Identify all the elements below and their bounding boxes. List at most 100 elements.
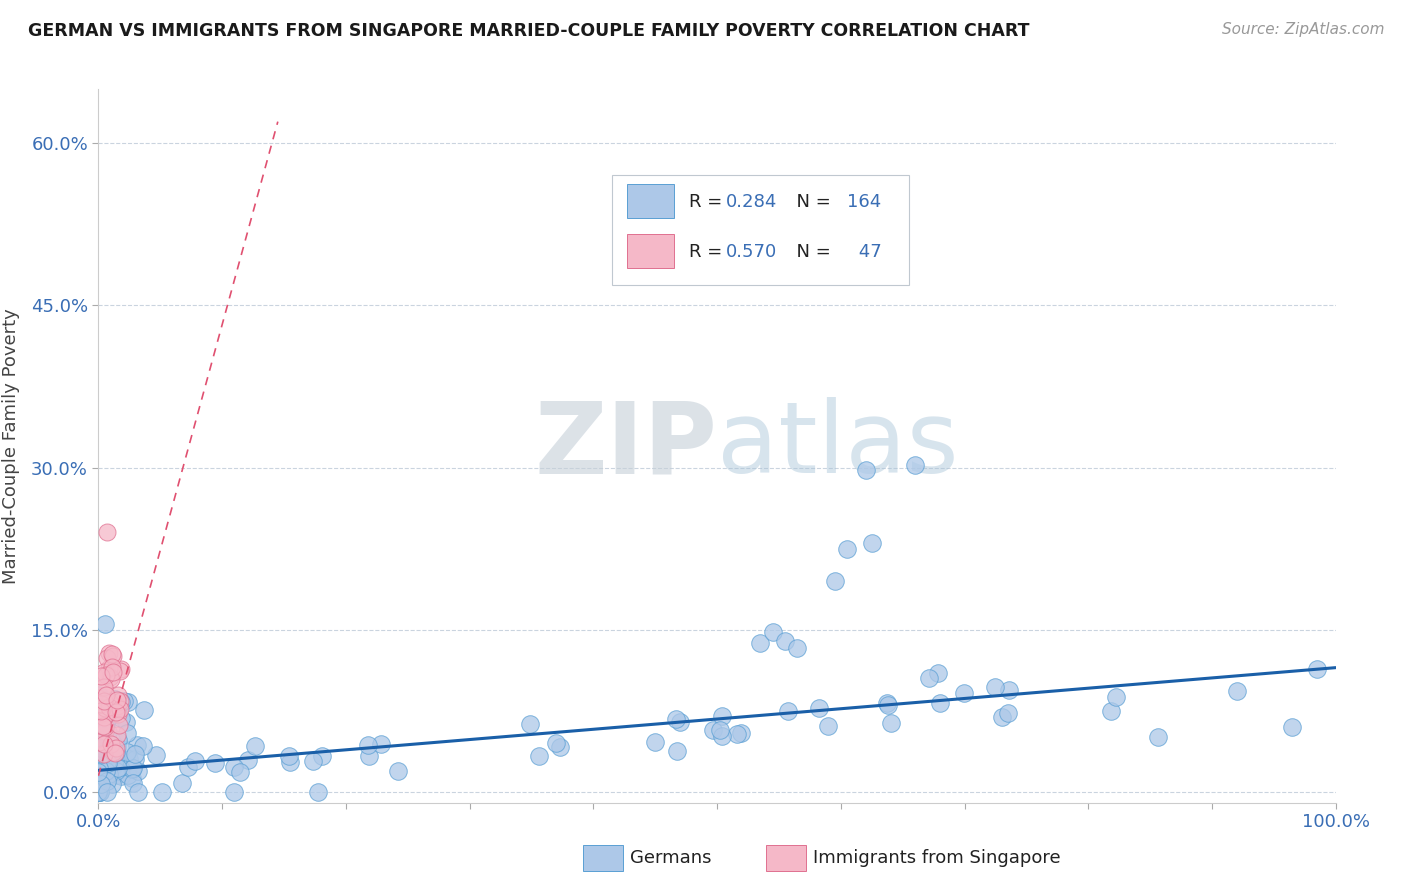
Point: [762, 624, 785, 639]
Point: [953, 686, 976, 700]
Point: [105, 741, 128, 756]
Point: [87, 690, 110, 705]
Point: [97, 769, 120, 783]
Point: [105, 768, 128, 782]
Point: [1306, 662, 1329, 676]
Point: [134, 703, 156, 717]
Point: [93, 700, 115, 714]
Point: [879, 234, 901, 248]
Point: [876, 698, 898, 712]
Point: [105, 699, 128, 714]
Point: [107, 733, 129, 747]
Point: [87, 785, 110, 799]
Point: [96, 703, 118, 717]
Point: [98, 756, 121, 770]
Point: [122, 776, 145, 790]
Point: [104, 764, 127, 779]
Point: [100, 753, 122, 767]
Point: [103, 665, 125, 679]
Point: [124, 747, 146, 761]
Point: [93, 710, 115, 724]
Point: [90, 752, 112, 766]
Point: [808, 700, 831, 714]
Point: [108, 702, 131, 716]
Point: [87, 720, 110, 734]
Point: [100, 737, 122, 751]
Point: [104, 746, 127, 760]
Point: [278, 749, 301, 764]
Point: [110, 769, 132, 783]
Point: [1099, 704, 1122, 718]
Point: [101, 647, 124, 661]
Point: [91, 719, 114, 733]
Point: [519, 716, 541, 731]
Point: [172, 776, 194, 790]
Point: [87, 689, 110, 703]
Point: [665, 712, 688, 726]
Point: [302, 754, 325, 768]
Point: [112, 694, 135, 708]
Point: [278, 755, 301, 769]
Point: [860, 246, 883, 260]
Point: [87, 765, 110, 780]
Point: [96, 762, 118, 776]
Point: [93, 665, 115, 680]
Point: [749, 636, 772, 650]
Point: [87, 731, 110, 745]
Point: [105, 739, 128, 754]
Point: [544, 736, 567, 750]
Point: [105, 693, 128, 707]
Point: [94, 744, 117, 758]
Point: [1105, 690, 1128, 704]
Point: [104, 691, 127, 706]
Text: Source: ZipAtlas.com: Source: ZipAtlas.com: [1222, 22, 1385, 37]
Point: [105, 745, 128, 759]
Point: [117, 767, 139, 781]
Point: [87, 785, 110, 799]
Point: [107, 688, 129, 702]
Point: [89, 750, 111, 764]
Point: [101, 648, 124, 663]
Point: [97, 756, 120, 770]
Point: [101, 746, 124, 760]
Point: [89, 785, 111, 799]
Point: [97, 661, 120, 675]
Point: [91, 747, 114, 761]
Point: [96, 525, 118, 540]
Point: [776, 704, 799, 718]
Point: [1281, 720, 1303, 734]
Point: [93, 710, 115, 724]
Point: [90, 718, 112, 732]
Point: [855, 463, 877, 477]
Point: [93, 680, 115, 694]
Point: [98, 700, 121, 714]
Point: [709, 723, 731, 738]
Point: [236, 753, 259, 767]
Point: [710, 729, 733, 743]
Point: [94, 693, 117, 707]
Text: 0.570: 0.570: [725, 243, 778, 260]
Point: [176, 759, 198, 773]
Point: [96, 770, 118, 784]
Point: [97, 695, 120, 709]
Point: [89, 785, 111, 799]
Point: [98, 670, 121, 684]
Point: [90, 669, 112, 683]
Point: [127, 764, 149, 778]
Point: [97, 724, 120, 739]
Point: [115, 714, 138, 729]
Point: [94, 720, 117, 734]
Point: [89, 689, 111, 703]
Point: [108, 664, 131, 678]
Point: [730, 725, 752, 739]
Point: [124, 752, 146, 766]
Text: 164: 164: [846, 193, 882, 211]
Point: [90, 768, 112, 782]
Point: [96, 748, 118, 763]
Point: [183, 754, 205, 768]
Text: Germans: Germans: [630, 849, 711, 867]
Point: [918, 671, 941, 685]
Point: [876, 696, 898, 710]
Point: [835, 541, 858, 556]
Point: [702, 723, 724, 738]
